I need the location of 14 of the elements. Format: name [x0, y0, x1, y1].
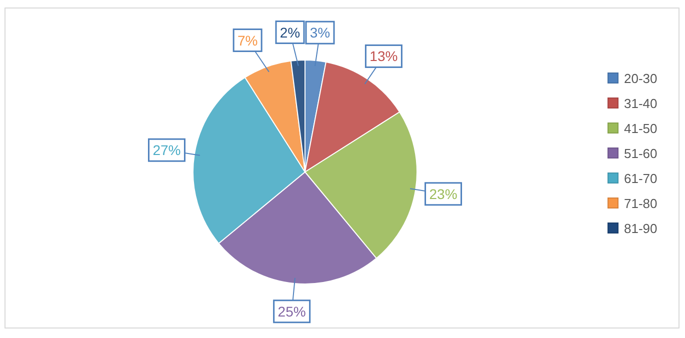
data-label: 27% [152, 142, 181, 158]
legend-label: 51-60 [624, 146, 658, 161]
legend-label: 41-50 [624, 121, 658, 136]
legend-label: 71-80 [624, 196, 658, 211]
data-label: 2% [280, 24, 300, 40]
legend-label: 20-30 [624, 71, 658, 86]
data-label: 7% [237, 32, 258, 48]
legend-label: 81-90 [624, 221, 658, 236]
legend-label: 31-40 [624, 96, 658, 111]
data-label: 23% [429, 186, 458, 202]
data-label: 25% [278, 303, 306, 320]
data-label: 3% [310, 24, 330, 41]
legend-label: 61-70 [624, 171, 658, 186]
data-label: 13% [370, 48, 398, 64]
